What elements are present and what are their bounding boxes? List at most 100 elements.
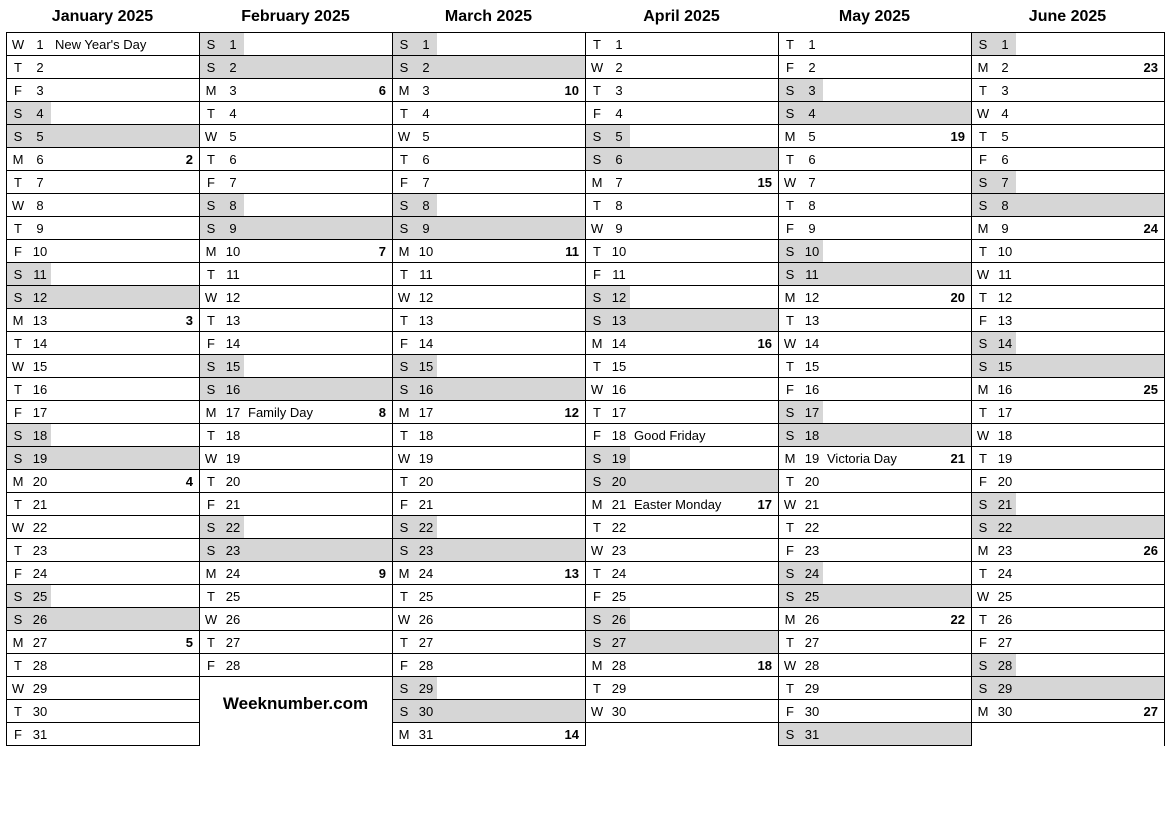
day-row: T3 xyxy=(971,78,1165,102)
holiday-label xyxy=(244,102,392,124)
holiday-label xyxy=(630,102,778,124)
day-number: 6 xyxy=(222,148,244,170)
day-row: W9 xyxy=(585,216,779,240)
day-number: 20 xyxy=(222,470,244,492)
holiday-label xyxy=(823,493,971,515)
day-row: T24 xyxy=(585,561,779,585)
day-row: W28 xyxy=(778,653,972,677)
dow-label: F xyxy=(779,700,801,722)
day-row: W15 xyxy=(6,354,200,378)
day-number: 26 xyxy=(29,608,51,630)
day-row: S5 xyxy=(585,124,779,148)
holiday-label xyxy=(823,355,971,377)
day-number: 25 xyxy=(222,585,244,607)
dow-label: M xyxy=(586,332,608,354)
day-number: 14 xyxy=(415,332,437,354)
dow-label: S xyxy=(7,585,29,607)
dow-label: F xyxy=(393,493,415,515)
day-number: 25 xyxy=(801,585,823,607)
day-row: M1011 xyxy=(392,239,586,263)
holiday-label: Family Day xyxy=(244,401,379,423)
day-row: S1 xyxy=(392,32,586,56)
day-row: T17 xyxy=(585,400,779,424)
day-number: 17 xyxy=(29,401,51,423)
dow-label: W xyxy=(200,447,222,469)
dow-label: T xyxy=(7,539,29,561)
holiday-label xyxy=(630,355,778,377)
month-column: March 2025S1S2M310T4W5T6F7S8S9M1011T11W1… xyxy=(392,4,585,745)
holiday-label xyxy=(823,309,971,331)
day-row: M21Easter Monday17 xyxy=(585,492,779,516)
dow-label: T xyxy=(779,309,801,331)
day-row: S2 xyxy=(392,55,586,79)
day-number: 14 xyxy=(801,332,823,354)
day-row: T12 xyxy=(971,285,1165,309)
dow-label: T xyxy=(200,424,222,446)
day-row: T9 xyxy=(6,216,200,240)
day-row: T23 xyxy=(6,538,200,562)
dow-label: S xyxy=(779,585,801,607)
day-number: 12 xyxy=(801,286,823,308)
holiday-label xyxy=(823,56,971,78)
dow-label: W xyxy=(393,447,415,469)
dow-label: M xyxy=(393,79,415,101)
day-row: S4 xyxy=(6,101,200,125)
day-number: 1 xyxy=(801,33,823,55)
holiday-label xyxy=(51,56,199,78)
day-number: 25 xyxy=(415,585,437,607)
day-number: 23 xyxy=(222,539,244,561)
day-number: 22 xyxy=(608,516,630,538)
dow-label: S xyxy=(393,194,415,216)
dow-label: T xyxy=(586,401,608,423)
day-row: T27 xyxy=(392,630,586,654)
holiday-label xyxy=(630,539,778,561)
holiday-label xyxy=(1016,125,1164,147)
day-row: S8 xyxy=(392,193,586,217)
dow-label: F xyxy=(7,562,29,584)
day-row: T5 xyxy=(971,124,1165,148)
day-row: S30 xyxy=(392,699,586,723)
day-number: 16 xyxy=(222,378,244,400)
day-row: S16 xyxy=(392,377,586,401)
day-number: 22 xyxy=(29,516,51,538)
holiday-label: New Year's Day xyxy=(51,33,199,55)
day-number: 29 xyxy=(608,677,630,699)
day-row: S9 xyxy=(199,216,393,240)
holiday-label xyxy=(823,631,971,653)
dow-label: W xyxy=(7,516,29,538)
dow-label: F xyxy=(7,240,29,262)
day-number: 18 xyxy=(222,424,244,446)
day-number: 13 xyxy=(608,309,630,331)
holiday-label xyxy=(1016,585,1164,607)
day-row: S28 xyxy=(971,653,1165,677)
day-number: 29 xyxy=(801,677,823,699)
holiday-label xyxy=(437,424,585,446)
day-number: 28 xyxy=(994,654,1016,676)
day-number: 12 xyxy=(222,286,244,308)
day-number: 2 xyxy=(608,56,630,78)
day-number: 21 xyxy=(222,493,244,515)
holiday-label xyxy=(51,355,199,377)
day-number: 16 xyxy=(415,378,437,400)
dow-label: F xyxy=(586,424,608,446)
day-row: T18 xyxy=(392,423,586,447)
day-number: 8 xyxy=(608,194,630,216)
dow-label: T xyxy=(393,470,415,492)
holiday-label xyxy=(630,447,778,469)
day-number: 7 xyxy=(415,171,437,193)
holiday-label xyxy=(630,194,778,216)
day-number: 13 xyxy=(222,309,244,331)
dow-label: S xyxy=(972,33,994,55)
dow-label: M xyxy=(972,378,994,400)
holiday-label xyxy=(244,608,392,630)
dow-label: T xyxy=(7,56,29,78)
holiday-label xyxy=(437,125,585,147)
day-row: F14 xyxy=(199,331,393,355)
day-number: 13 xyxy=(994,309,1016,331)
dow-label: S xyxy=(779,723,801,745)
day-row: S19 xyxy=(585,446,779,470)
holiday-label xyxy=(51,217,199,239)
holiday-label xyxy=(823,470,971,492)
dow-label: T xyxy=(586,355,608,377)
holiday-label xyxy=(1016,677,1164,699)
